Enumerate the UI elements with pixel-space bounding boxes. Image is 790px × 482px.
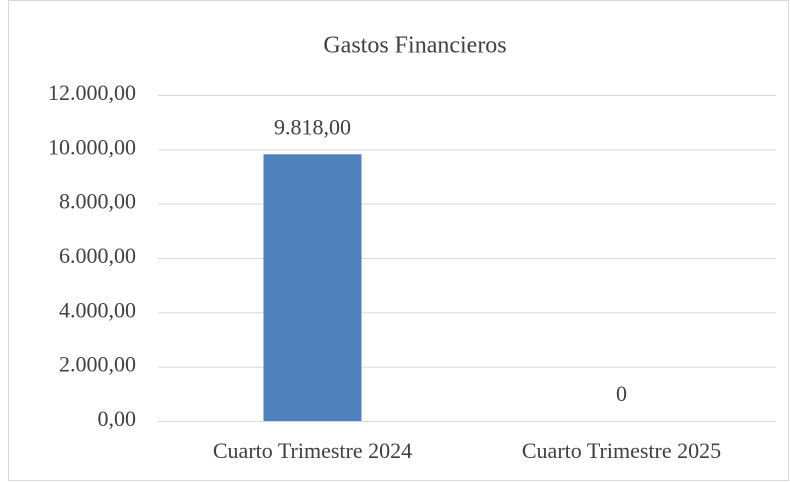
value-label: 9.818,00 [274,114,351,139]
y-tick-label: 12.000,00 [48,80,136,105]
x-tick-label: Cuarto Trimestre 2025 [522,438,721,463]
chart-title: Gastos Financieros [323,33,506,59]
y-tick-label: 6.000,00 [59,243,136,268]
chart-border [8,0,789,481]
x-tick-label: Cuarto Trimestre 2024 [213,438,412,463]
y-tick-label: 4.000,00 [59,297,136,322]
y-tick-label: 8.000,00 [59,189,136,214]
value-label: 0 [616,381,627,406]
y-tick-label: 0,00 [98,406,137,431]
bar [263,154,362,422]
y-tick-label: 2.000,00 [59,352,136,377]
y-tick-label: 10.000,00 [48,134,136,159]
